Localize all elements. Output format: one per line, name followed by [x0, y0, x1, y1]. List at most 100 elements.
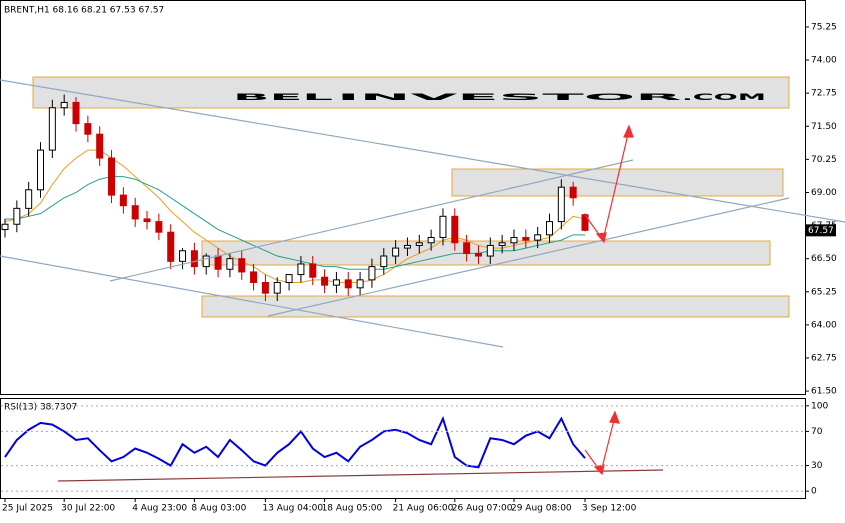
candle-body: [108, 157, 116, 196]
trend-line: [109, 159, 634, 282]
candle-body: [380, 255, 388, 268]
candle-body: [510, 236, 518, 244]
price-tag: 67.57: [808, 226, 834, 236]
x-tick-label: 18 Aug 05:00: [322, 504, 383, 514]
x-tick-label: 8 Aug 03:00: [191, 504, 246, 514]
y-tick-label: 71.50: [811, 122, 837, 132]
candle-body: [60, 101, 68, 109]
candle-body: [332, 279, 340, 286]
candle-body: [356, 279, 364, 289]
candle-body: [72, 101, 80, 125]
x-tick-label: 13 Aug 04:00: [262, 504, 323, 514]
y-tick-label: 62.75: [811, 353, 837, 363]
watermark-text: .COM: [682, 93, 766, 103]
x-tick-label: 26 Aug 07:00: [452, 504, 513, 514]
y-tick-label: 65.25: [811, 287, 837, 297]
trend-line: [0, 255, 504, 348]
plot: [1, 94, 589, 469]
candle-body: [297, 263, 305, 276]
zone: [451, 168, 784, 197]
y-tick-label: 0: [811, 487, 817, 497]
candle-body: [545, 221, 553, 236]
y-tick-label: 75.25: [811, 22, 837, 32]
candle-body: [321, 276, 329, 286]
candle-body: [427, 236, 435, 244]
candle-body: [285, 274, 293, 284]
candle-body: [143, 218, 151, 223]
candle-body: [368, 266, 376, 281]
y-tick-label: 70.25: [811, 155, 837, 165]
candle-body: [309, 263, 317, 278]
candle-body: [439, 215, 447, 238]
candle-body: [581, 214, 589, 231]
price-tag-bg: [806, 224, 836, 237]
candle-body: [392, 247, 400, 257]
candle-body: [13, 207, 21, 225]
arrows: [584, 124, 634, 476]
candle-body: [96, 133, 104, 159]
rsi-trend-line: [57, 469, 664, 482]
arrow-head: [595, 232, 607, 244]
candle-body: [48, 107, 56, 151]
y-tick-label: 70: [811, 427, 823, 437]
watermark-text: BEL: [233, 93, 334, 103]
watermark: BEL INVESTOR .COM: [233, 93, 766, 103]
y-tick-label: 69.00: [811, 188, 837, 198]
candle-body: [250, 271, 258, 284]
candle-body: [403, 244, 411, 249]
candle-body: [557, 186, 565, 223]
candle-body: [534, 234, 542, 241]
arrow-head: [609, 410, 620, 424]
x-tick-label: 29 Aug 08:00: [511, 504, 572, 514]
x-tick-label: 30 Jul 22:00: [61, 504, 115, 514]
candle-body: [119, 194, 127, 207]
candle-body: [155, 221, 163, 233]
zone: [32, 76, 790, 109]
candle-body: [463, 242, 471, 254]
candle-body: [84, 123, 92, 135]
zone: [201, 295, 790, 318]
x-tick-label: 3 Sep 12:00: [582, 504, 637, 514]
x-tick-label: 4 Aug 23:00: [132, 504, 187, 514]
candle-body: [37, 149, 45, 191]
symbol-header: BRENT,H1 68.16 68.21 67.53 67.57: [4, 6, 164, 16]
zones: [32, 76, 790, 318]
candle-body: [522, 236, 530, 241]
x-tick-label: 21 Aug 06:00: [393, 504, 454, 514]
arrow-head: [593, 464, 605, 476]
candle-body: [415, 242, 423, 246]
y-tick-label: 66.50: [811, 254, 837, 264]
y-tick-label: 72.75: [811, 89, 837, 99]
trend-line: [0, 79, 845, 223]
trend-lines: [0, 79, 845, 348]
candle-body: [190, 250, 198, 268]
arrow: [584, 415, 616, 474]
rsi-line: [4, 415, 586, 469]
candle-body: [486, 244, 494, 257]
candle-body: [25, 189, 33, 209]
watermark-text: INVESTOR: [337, 93, 682, 103]
candle-body: [1, 223, 9, 231]
candle-body: [474, 252, 482, 257]
trend-line: [267, 197, 790, 317]
candle-body: [202, 255, 210, 268]
candle-body: [179, 250, 187, 262]
price-panel: [0, 0, 806, 395]
candle-body: [344, 279, 352, 289]
candle-body: [569, 186, 577, 199]
zone: [201, 240, 771, 266]
candle-body: [261, 282, 269, 294]
y-tick-label: 30: [811, 461, 823, 471]
candle-body: [214, 255, 222, 270]
arrow-head: [623, 124, 634, 138]
rsi-header: RSI(13) 38.7307: [4, 403, 77, 413]
x-tick-label: 25 Jul 2025: [2, 504, 53, 514]
candle-body: [238, 258, 246, 273]
rsi-panel: [0, 398, 806, 499]
candle-body: [451, 215, 459, 244]
y-tick-label: 74.00: [811, 56, 837, 66]
candle-body: [273, 282, 281, 294]
y-tick-label: 64.00: [811, 320, 837, 330]
candle-body: [498, 242, 506, 246]
